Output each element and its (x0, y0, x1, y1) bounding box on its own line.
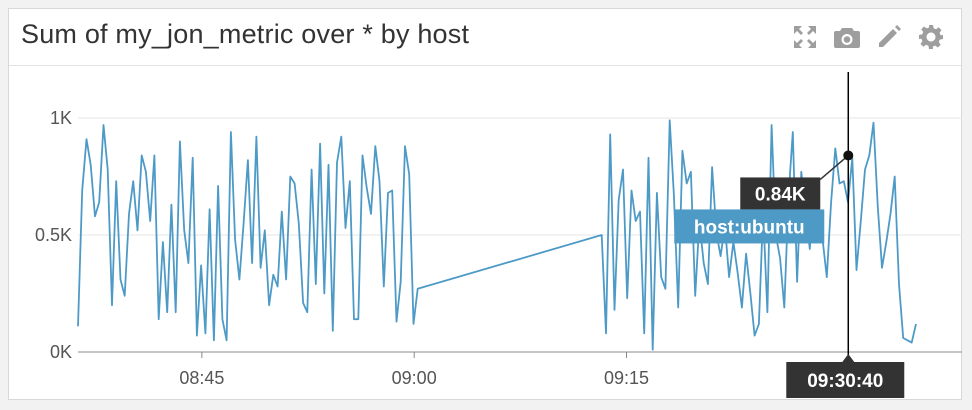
y-tick-label: 0K (50, 342, 72, 362)
hover-point[interactable] (843, 150, 854, 161)
time-badge-label: 09:30:40 (807, 371, 883, 392)
tooltip-value-label: 0.84K (755, 184, 806, 205)
y-tick-label: 1K (50, 108, 72, 128)
x-tick-label: 08:45 (179, 368, 224, 388)
pencil-icon[interactable] (873, 21, 905, 53)
tooltip-series-label: host:ubuntu (694, 217, 805, 238)
widget-toolbar (789, 21, 947, 53)
tooltip-series-box (674, 209, 825, 244)
widget-title: Sum of my_jon_metric over * by host (21, 19, 470, 49)
x-tick-label: 09:00 (392, 368, 437, 388)
tooltip-value-box (740, 177, 821, 210)
tooltip-leader-line (819, 154, 849, 181)
time-badge-box (786, 362, 905, 398)
camera-icon[interactable] (831, 21, 863, 53)
gear-icon[interactable] (915, 21, 947, 53)
x-tick-label: 09:15 (604, 368, 649, 388)
expand-icon[interactable] (789, 21, 821, 53)
y-tick-label: 0.5K (35, 225, 72, 245)
time-badge-pointer (842, 354, 855, 362)
widget-header: Sum of my_jon_metric over * by host (9, 9, 961, 66)
